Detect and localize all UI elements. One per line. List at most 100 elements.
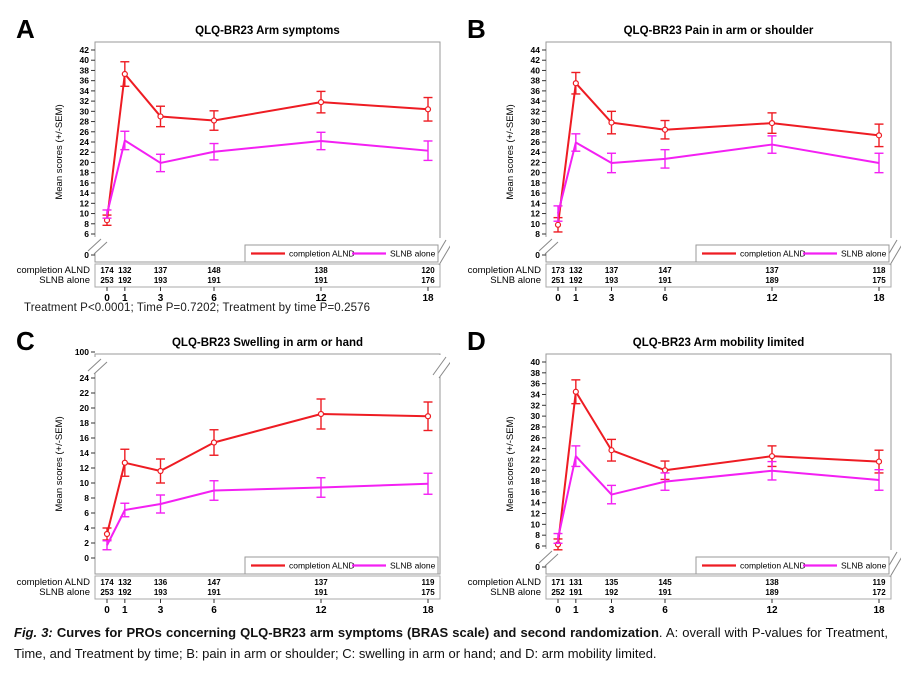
chart-swelling-arm-hand: C QLQ-BR23 Swelling in arm or hand Mean sc…	[16, 326, 450, 616]
n-table-value: 120	[421, 266, 435, 275]
x-tick-label: 1	[573, 605, 579, 616]
y-tick-label: 10	[80, 478, 90, 488]
n-table-row-label: SLNB alone	[39, 587, 90, 598]
y-tick-label: 10	[531, 219, 541, 229]
legend-label-alnd: completion ALND	[289, 249, 355, 259]
n-table-value: 138	[314, 266, 328, 275]
y-zero-label: 0	[535, 562, 540, 572]
legend-label-alnd: completion ALND	[740, 561, 806, 571]
legend: completion ALND SLNB alone	[695, 556, 890, 575]
y-tick-label: 34	[80, 86, 90, 96]
n-table-value: 118	[873, 266, 886, 275]
y-tick-label: 16	[80, 178, 90, 188]
legend-label-slnb: SLNB alone	[841, 249, 887, 259]
y-tick-label: 2	[84, 538, 89, 548]
axis-break-slash	[93, 241, 108, 255]
y-tick-label: 4	[84, 523, 89, 533]
y-tick-label: 40	[80, 55, 90, 65]
x-tick-label: 18	[422, 293, 434, 304]
y-tick-label: 14	[80, 448, 90, 458]
panel-letter: B	[467, 14, 486, 44]
legend-label-alnd: completion ALND	[740, 249, 806, 259]
data-point-marker	[661, 467, 669, 474]
caption-bold-text: Curves for PROs concerning QLQ-BR23 arm …	[52, 625, 659, 640]
series-slnb-alone	[102, 130, 433, 219]
n-table-value: 132	[118, 578, 132, 587]
error-bars	[102, 61, 433, 227]
y-tick-label: 22	[80, 147, 90, 157]
axis-break-slash	[538, 550, 553, 564]
y-tick-label: 18	[80, 168, 90, 178]
legend-label-slnb: SLNB alone	[841, 561, 887, 571]
x-tick-label: 0	[104, 605, 110, 616]
n-table-value: 137	[765, 266, 779, 275]
n-table-value: 147	[207, 578, 221, 587]
n-table-value: 145	[658, 578, 672, 587]
n-table-value: 172	[872, 588, 886, 597]
n-table-value: 119	[873, 578, 886, 587]
y-tick-label: 12	[531, 509, 541, 519]
n-table-value: 171	[551, 578, 565, 587]
x-tick-label: 3	[158, 293, 164, 304]
x-tick-label: 12	[766, 605, 778, 616]
y-tick-label: 36	[531, 379, 541, 389]
y-axis-title: Mean scores (+/-SEM)	[505, 416, 516, 511]
x-axis: 0 1 3 6 12 18	[555, 287, 885, 304]
data-point-marker	[121, 459, 128, 466]
series-completion-alnd	[553, 71, 884, 233]
n-table-value: 137	[605, 266, 619, 275]
n-table-value: 252	[551, 588, 565, 597]
x-tick-label: 6	[662, 293, 668, 304]
x-tick-label: 1	[573, 293, 579, 304]
data-point-marker	[768, 119, 776, 127]
n-table-value: 193	[154, 588, 168, 597]
n-table-value: 175	[421, 588, 435, 597]
y-zero-label: 0	[535, 250, 540, 260]
series-line	[557, 141, 880, 214]
caption-fig-label: Fig. 3:	[14, 625, 53, 640]
error-bars	[553, 445, 884, 544]
x-tick-label: 18	[873, 605, 885, 616]
axis-break-slash	[438, 245, 450, 266]
data-point-marker	[210, 439, 218, 446]
data-point-marker	[875, 132, 883, 139]
y-tick-label: 30	[531, 411, 541, 421]
y-tick-label: 22	[80, 388, 90, 398]
y-tick-label: 24	[531, 147, 541, 157]
n-table-row-label: completion ALND	[17, 265, 91, 276]
y-tick-label: 42	[531, 55, 541, 65]
n-table-value: 192	[118, 276, 132, 285]
y-tick-label: 32	[531, 400, 541, 410]
y-tick-label: 26	[80, 127, 90, 137]
x-tick-label: 18	[873, 293, 885, 304]
y-tick-label: 0	[84, 553, 89, 563]
series-completion-alnd	[102, 398, 433, 541]
series-line	[557, 390, 880, 545]
x-tick-label: 6	[662, 605, 668, 616]
y-tick-label: 44	[531, 45, 541, 55]
y-axis-title: Mean scores (+/-SEM)	[505, 104, 516, 199]
data-point-marker	[608, 119, 615, 126]
n-table-value: 192	[118, 588, 132, 597]
error-bars	[102, 130, 433, 219]
y-tick-label: 20	[531, 465, 541, 475]
n-table: completion ALND 173 132 137 147 137 118 SLNB al…	[468, 263, 892, 288]
y-tick-label: 16	[80, 433, 90, 443]
series-line	[106, 73, 429, 221]
data-point-marker	[554, 221, 562, 228]
legend-label-alnd: completion ALND	[289, 561, 355, 571]
n-table-row-label: completion ALND	[17, 577, 91, 588]
y-axis-title: Mean scores (+/-SEM)	[54, 416, 65, 511]
legend-label-slnb: SLNB alone	[390, 249, 436, 259]
legend-box	[244, 244, 439, 263]
n-table-value: 192	[605, 588, 619, 597]
y-tick-label: 34	[531, 389, 541, 399]
series-line	[106, 413, 429, 535]
y-tick-label: 28	[80, 117, 90, 127]
legend: completion ALND SLNB alone	[244, 556, 439, 575]
y-tick-label: 18	[531, 178, 541, 188]
